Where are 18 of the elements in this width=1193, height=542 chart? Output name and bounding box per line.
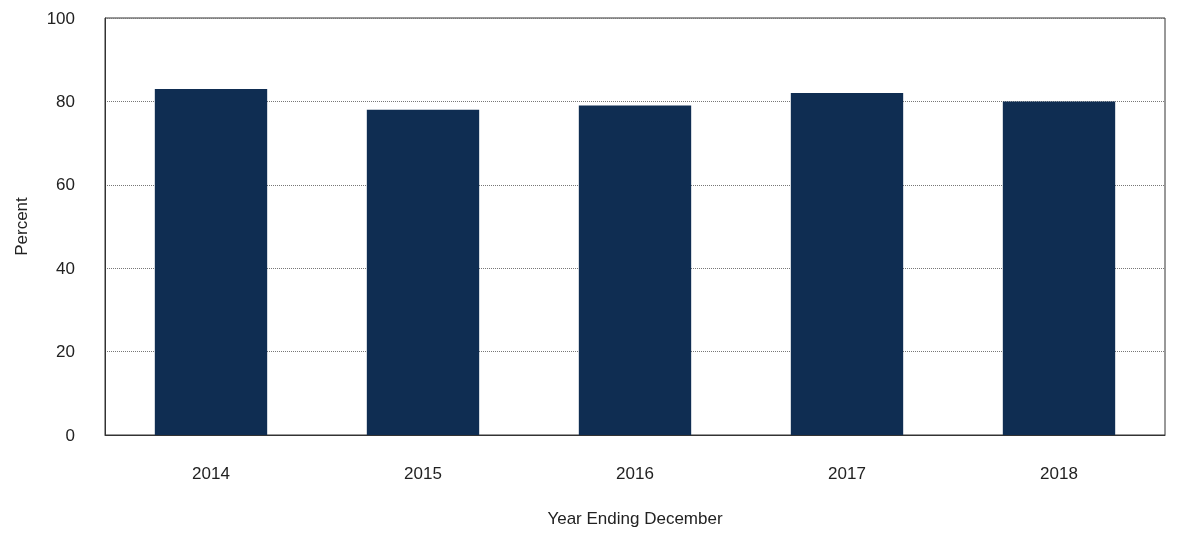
y-tick-label: 80 xyxy=(56,91,75,111)
x-axis-title: Year Ending December xyxy=(547,509,723,528)
y-tick-label: 60 xyxy=(56,175,75,195)
x-tick-label: 2014 xyxy=(192,464,230,483)
x-tick-label: 2015 xyxy=(404,464,442,483)
bar xyxy=(1002,101,1116,435)
y-tick-label: 100 xyxy=(46,8,75,28)
x-tick-label: 2016 xyxy=(616,464,654,483)
y-axis-title: Percent xyxy=(12,196,31,256)
y-tick-label: 40 xyxy=(56,258,75,278)
bar xyxy=(790,93,904,435)
bar xyxy=(154,88,268,435)
x-tick-label: 2017 xyxy=(828,464,866,483)
x-tick-label: 2018 xyxy=(1040,464,1078,483)
y-tick-label: 0 xyxy=(65,425,75,445)
bar xyxy=(366,109,480,435)
y-tick-label: 20 xyxy=(56,342,75,362)
bar xyxy=(578,105,692,435)
